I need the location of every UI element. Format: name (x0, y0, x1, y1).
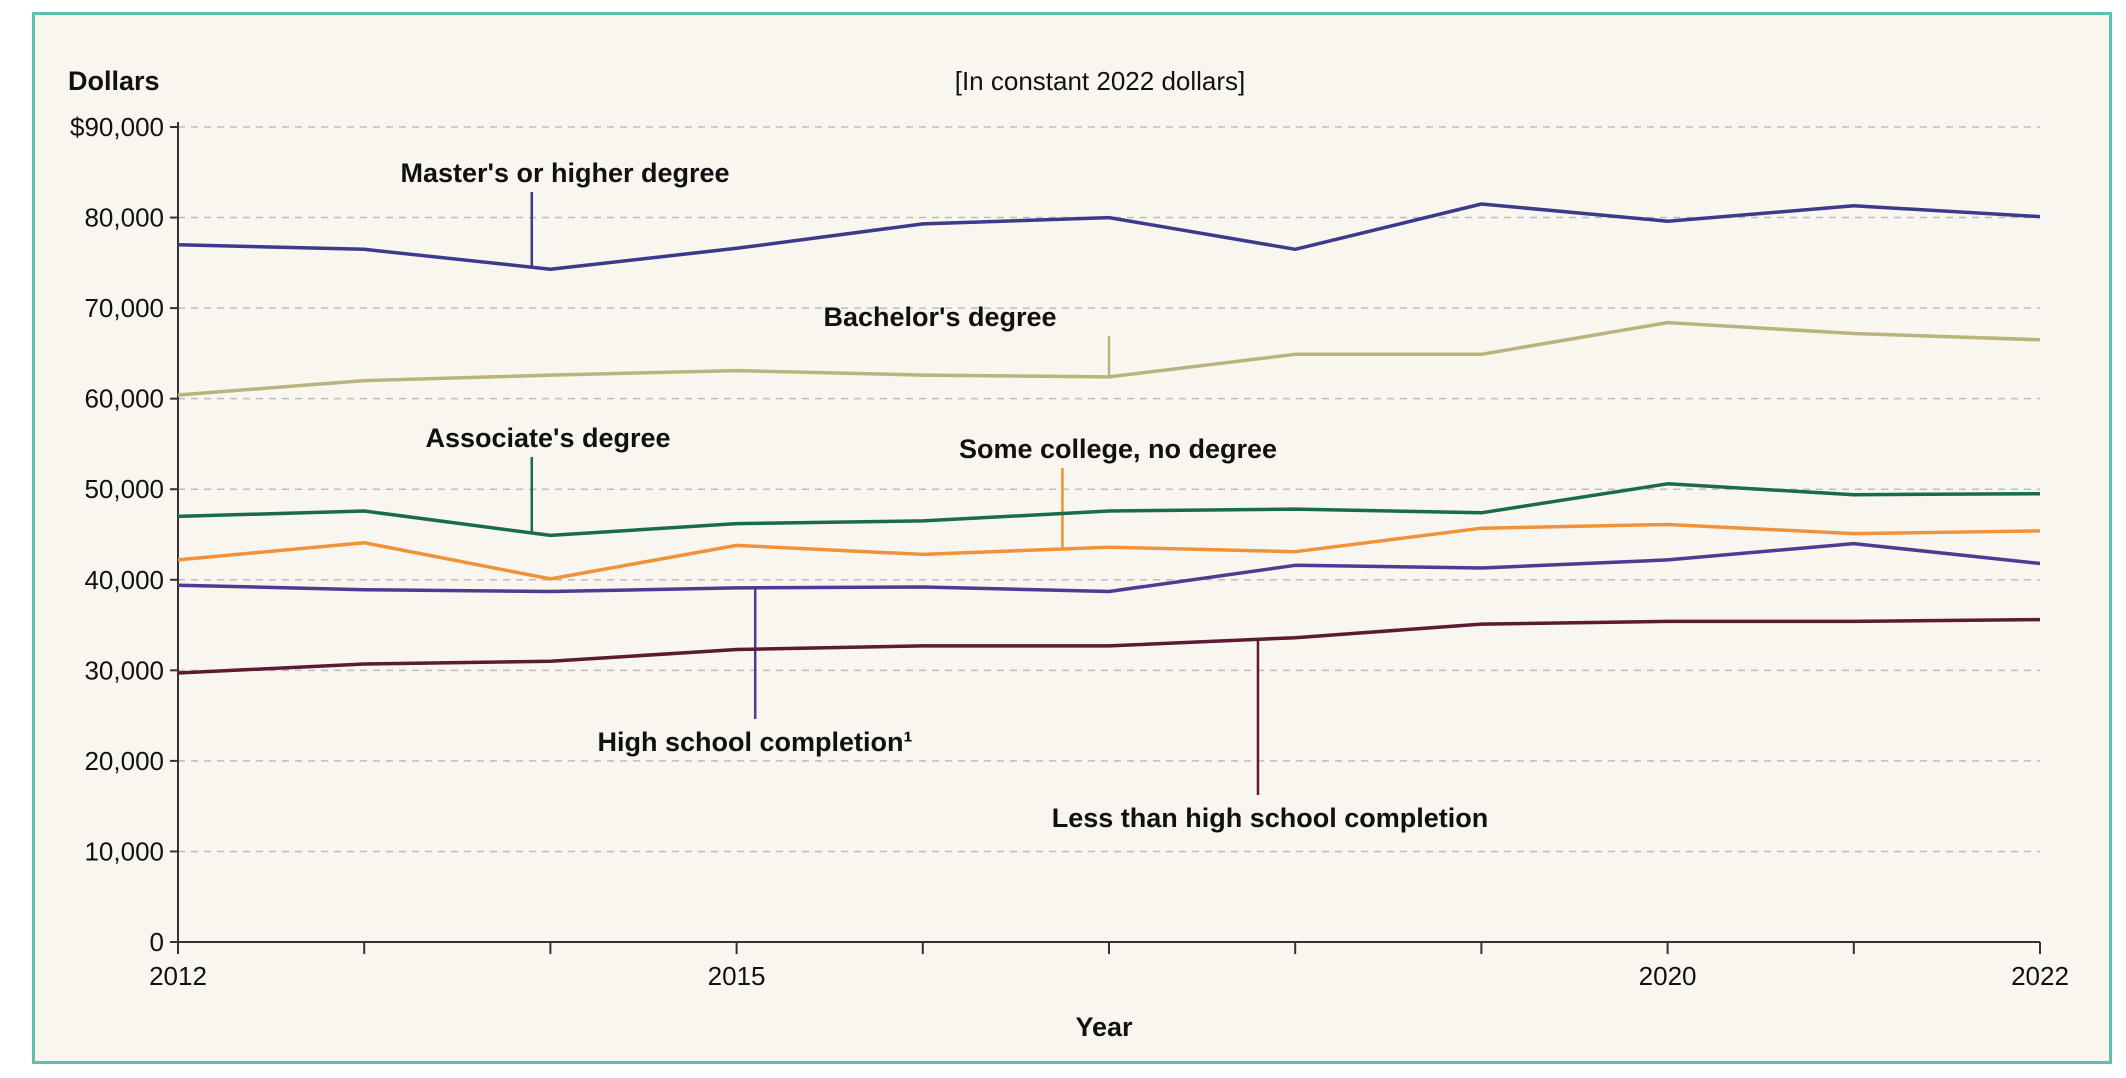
y-tick-label: 80,000 (84, 203, 164, 233)
chart-subtitle: [In constant 2022 dollars] (955, 66, 1246, 96)
x-tick-label: 2020 (1639, 961, 1697, 991)
series-annotation-label: Less than high school completion (1052, 803, 1489, 833)
series-annotation-label: Master's or higher degree (400, 158, 729, 188)
series-annotation-label: Bachelor's degree (823, 302, 1056, 332)
x-tick-labels: 2012 2015 2020 2022 (149, 961, 2069, 991)
y-tick-label: 10,000 (84, 836, 164, 866)
series-line (177, 541, 2041, 594)
series-line (177, 202, 2041, 271)
x-tick-label: 2022 (2011, 961, 2069, 991)
series-annotation-label: Some college, no degree (959, 434, 1277, 464)
y-tick-label: 50,000 (84, 474, 164, 504)
axes (170, 122, 2041, 954)
y-tick-label: 0 (150, 927, 164, 957)
series-annotation-label: High school completion¹ (598, 727, 913, 757)
series-line (177, 522, 2041, 581)
chart-frame (32, 12, 2112, 1064)
series-line (177, 617, 2041, 675)
series-lines (177, 202, 2041, 675)
x-axis-label: Year (1075, 1012, 1133, 1042)
y-tick-label: 20,000 (84, 746, 164, 776)
series-annotations: Master's or higher degree Bachelor's degr… (400, 158, 1488, 833)
x-tick-label: 2015 (708, 961, 766, 991)
series-line (177, 482, 2041, 538)
series-annotation-label: Associate's degree (425, 423, 670, 453)
y-tick-label: 70,000 (84, 293, 164, 323)
x-tick-label: 2012 (149, 961, 207, 991)
y-axis-label: Dollars (68, 66, 160, 96)
y-tick-label: 60,000 (84, 384, 164, 414)
series-line (177, 320, 2041, 397)
y-tick-labels: 0 10,000 20,000 30,000 40,000 50,000 60,000 70,… (70, 112, 164, 957)
y-tick-label: $90,000 (70, 112, 164, 142)
y-tick-label: 30,000 (84, 655, 164, 685)
annotation-leaders (530, 192, 1260, 795)
y-tick-label: 40,000 (84, 565, 164, 595)
